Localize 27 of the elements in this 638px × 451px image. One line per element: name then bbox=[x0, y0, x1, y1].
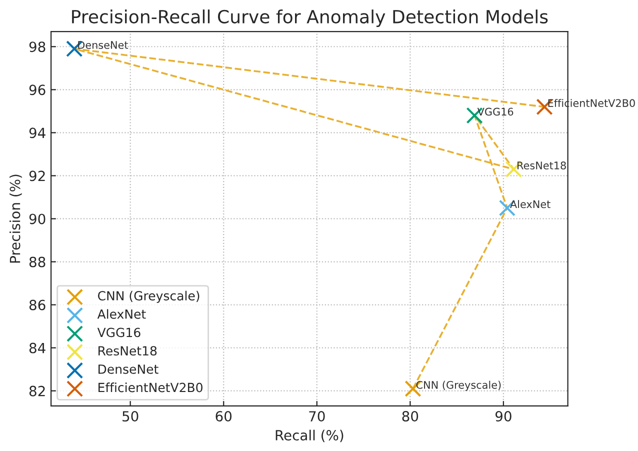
x-tick-label: 80 bbox=[402, 411, 418, 422]
legend-label: ResNet18 bbox=[98, 346, 157, 356]
y-tick-label: 90 bbox=[29, 214, 46, 224]
y-tick-label: 94 bbox=[29, 128, 46, 138]
y-tick-label: 82 bbox=[29, 386, 45, 396]
y-tick-label: 84 bbox=[29, 342, 46, 354]
y-tick-label: 88 bbox=[29, 256, 46, 268]
x-tick-label: 50 bbox=[122, 411, 138, 422]
x-tick-label: 60 bbox=[216, 411, 232, 422]
y-tick-label: 98 bbox=[29, 42, 46, 52]
y-tick-label: 96 bbox=[29, 84, 46, 96]
legend-label: EfficientNetV2B0 bbox=[98, 382, 202, 392]
annotation: DenseNet bbox=[78, 41, 128, 49]
annotation: VGG16 bbox=[477, 108, 514, 116]
y-tick-label: 92 bbox=[29, 170, 45, 182]
legend-label: DenseNet bbox=[98, 364, 158, 374]
x-tick-label: 90 bbox=[495, 411, 512, 422]
y-tick-label: 86 bbox=[29, 300, 46, 310]
x-tick-label: 70 bbox=[309, 411, 325, 422]
x-axis-title: Recall (%) bbox=[276, 430, 344, 442]
legend-label: VGG16 bbox=[97, 328, 140, 338]
legend-label: AlexNet bbox=[97, 309, 146, 319]
y-axis-title: Precision (%) bbox=[10, 174, 22, 263]
annotation: CNN (Greyscale) bbox=[416, 380, 501, 391]
annotation: ResNet18 bbox=[518, 162, 566, 170]
chart-title: Precision-Recall Curve for Anomaly Detection Models bbox=[72, 10, 548, 27]
legend-label: CNN (Greyscale) bbox=[98, 290, 200, 303]
